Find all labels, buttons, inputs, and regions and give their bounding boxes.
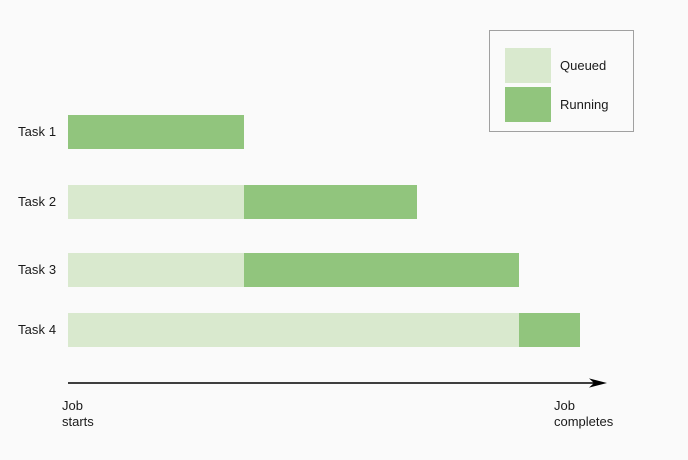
legend-swatch-queued-icon: [505, 48, 551, 83]
legend-entry-running: Running: [505, 87, 608, 122]
bar-task-4-queued: [68, 313, 520, 347]
legend-entry-queued: Queued: [505, 48, 606, 83]
bar-task-2-running: [243, 185, 418, 219]
legend: Queued Running: [489, 30, 634, 132]
task-label-2: Task 2: [18, 194, 57, 209]
bar-task-4-running: [519, 313, 580, 347]
legend-swatch-running-icon: [505, 87, 551, 122]
axis-label-job-starts: Job starts: [62, 398, 94, 429]
axis-arrowhead-icon: [589, 378, 607, 388]
legend-label-queued: Queued: [560, 58, 607, 73]
time-axis-arrow: [68, 378, 607, 388]
bar-task-3-running: [243, 253, 520, 287]
bar-task-1-running: [68, 115, 244, 149]
task-label-4: Task 4: [18, 322, 57, 337]
bar-task-2-queued: [68, 185, 244, 219]
task-label-1: Task 1: [18, 124, 57, 139]
task-label-3: Task 3: [18, 262, 57, 277]
bar-task-3-queued: [68, 253, 244, 287]
legend-label-running: Running: [560, 97, 609, 112]
axis-label-job-completes: Job completes: [554, 398, 614, 429]
